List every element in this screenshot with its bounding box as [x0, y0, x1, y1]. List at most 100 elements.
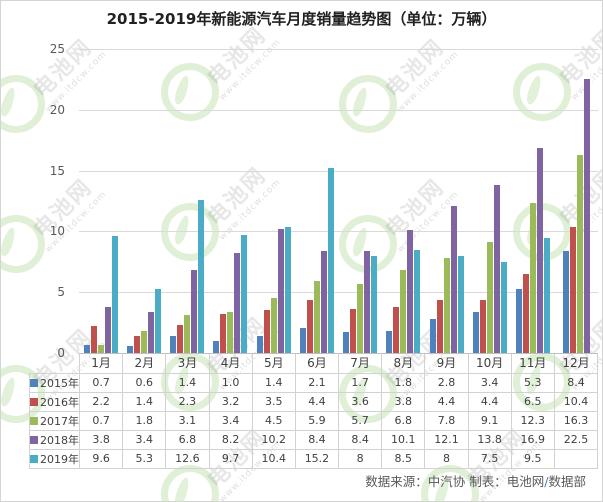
x-axis-label-1月: 1月: [80, 354, 124, 373]
bar-group-10月: [468, 49, 511, 353]
bar-2017年-11月: [530, 203, 537, 353]
bar-2015年-3月: [170, 336, 177, 353]
bar-2018年-6月: [320, 250, 327, 353]
y-axis-tick-label: 15: [49, 163, 65, 178]
y-axis: 0 5 10 15 20 25: [1, 42, 73, 360]
bar-group-12月: [555, 49, 598, 353]
table-cell-2018年-7月: 8.4: [339, 431, 383, 449]
table-cell-2016年-12月: 10.4: [555, 393, 599, 411]
table-cell-2015年-10月: 3.4: [469, 374, 512, 392]
table-cell-2019年-4月: 9.7: [210, 450, 253, 468]
table-cell-2017年-6月: 5.9: [296, 412, 340, 430]
x-axis-label-6月: 6月: [296, 354, 340, 373]
bar-2017年-6月: [313, 281, 320, 353]
bar-2019年-5月: [284, 226, 291, 353]
bar-2017年-5月: [270, 298, 277, 353]
table-row-2016年: 2016年 2.2 1.4 2.3 3.2 3.5 4.4 3.6 3.8 4.4 4.4 6.5 10…: [30, 393, 599, 412]
x-axis-label-5月: 5月: [253, 354, 296, 373]
x-axis-labels: 1月 2月 3月 4月 5月 6月 7月 8月 9月 10月 11月 12月: [79, 353, 599, 373]
table-cell-2019年-7月: 8: [339, 450, 383, 468]
bar-group-7月: [339, 49, 382, 353]
bar-2018年-9月: [450, 205, 457, 353]
legend-swatch: [30, 398, 38, 406]
bar-2016年-5月: [263, 310, 270, 353]
bar-2019年-2月: [154, 288, 161, 353]
table-cell-2016年-3月: 2.3: [166, 393, 210, 411]
row-label-text: 2015年: [40, 377, 79, 390]
bar-2016年-3月: [177, 325, 184, 353]
table-cell-2016年-11月: 6.5: [512, 393, 555, 411]
x-axis-label-4月: 4月: [210, 354, 253, 373]
bar-group-2月: [122, 49, 165, 353]
bar-2015年-11月: [516, 288, 523, 353]
table-cell-2019年-1月: 9.6: [80, 450, 124, 468]
data-table: 2015年 0.7 0.6 1.4 1.0 1.4 2.1 1.7 1.8 2.8 3.4 5.3 8.…: [29, 373, 599, 469]
bar-2019年-4月: [241, 235, 248, 353]
y-axis-tick-label: 20: [49, 102, 65, 117]
row-label-2016年: 2016年: [30, 393, 80, 411]
bar-group-4月: [209, 49, 252, 353]
bar-2015年-12月: [562, 250, 569, 353]
bar-2015年-9月: [429, 319, 436, 353]
bar-2019年-1月: [111, 236, 118, 353]
table-cell-2015年-8月: 1.8: [382, 374, 426, 392]
bar-group-5月: [252, 49, 295, 353]
table-cell-2015年-9月: 2.8: [425, 374, 469, 392]
y-axis-tick-label: 5: [57, 285, 65, 300]
table-cell-2016年-6月: 4.4: [296, 393, 340, 411]
row-label-2018年: 2018年: [30, 431, 80, 449]
plot-area: [79, 49, 598, 353]
bar-2019年-10月: [500, 261, 507, 353]
table-cell-2019年-2月: 5.3: [123, 450, 167, 468]
x-axis-label-12月: 12月: [555, 354, 599, 373]
table-cell-2015年-12月: 8.4: [555, 374, 599, 392]
table-cell-2016年-4月: 3.2: [210, 393, 253, 411]
bar-2016年-7月: [350, 309, 357, 353]
table-cell-2019年-3月: 12.6: [166, 450, 210, 468]
legend-swatch: [30, 436, 38, 444]
table-cell-2017年-4月: 3.4: [210, 412, 253, 430]
table-cell-2016年-8月: 3.8: [382, 393, 426, 411]
bar-2017年-8月: [400, 270, 407, 353]
row-label-text: 2019年: [40, 453, 79, 466]
table-cell-2019年-11月: 9.5: [512, 450, 555, 468]
row-label-text: 2016年: [40, 396, 79, 409]
table-cell-2015年-11月: 5.3: [512, 374, 555, 392]
bar-2019年-11月: [544, 237, 551, 353]
table-cell-2019年-8月: 8.5: [382, 450, 426, 468]
x-axis-label-11月: 11月: [512, 354, 555, 373]
legend-swatch: [30, 455, 38, 463]
x-axis-label-10月: 10月: [469, 354, 512, 373]
table-cell-2019年-5月: 10.4: [253, 450, 296, 468]
table-cell-2016年-10月: 4.4: [469, 393, 512, 411]
table-cell-2018年-4月: 8.2: [210, 431, 253, 449]
bar-2016年-2月: [133, 336, 140, 353]
y-axis-tick-label: 0: [57, 346, 65, 360]
bar-2015年-7月: [343, 332, 350, 353]
bar-2019年-7月: [371, 255, 378, 353]
bar-group-8月: [382, 49, 425, 353]
gridline: [79, 292, 598, 294]
table-cell-2018年-11月: 16.9: [512, 431, 555, 449]
table-cell-2019年-9月: 8: [425, 450, 469, 468]
bar-2016年-8月: [393, 306, 400, 353]
table-cell-2017年-1月: 0.7: [80, 412, 124, 430]
bar-2018年-11月: [537, 147, 544, 353]
bar-2015年-8月: [386, 331, 393, 353]
bar-group-9月: [425, 49, 468, 353]
table-cell-2016年-1月: 2.2: [80, 393, 124, 411]
bar-2016年-12月: [569, 226, 576, 353]
table-cell-2017年-9月: 7.8: [425, 412, 469, 430]
bar-2018年-12月: [583, 79, 590, 353]
bar-2018年-2月: [147, 311, 154, 353]
table-cell-2018年-12月: 22.5: [555, 431, 599, 449]
table-cell-2018年-9月: 12.1: [425, 431, 469, 449]
bar-2015年-1月: [83, 344, 90, 353]
table-cell-2018年-10月: 13.8: [469, 431, 512, 449]
bar-2015年-6月: [299, 327, 306, 353]
gridline: [79, 49, 598, 50]
bar-2016年-4月: [220, 314, 227, 353]
bar-2015年-4月: [213, 340, 220, 353]
table-cell-2015年-4月: 1.0: [210, 374, 253, 392]
